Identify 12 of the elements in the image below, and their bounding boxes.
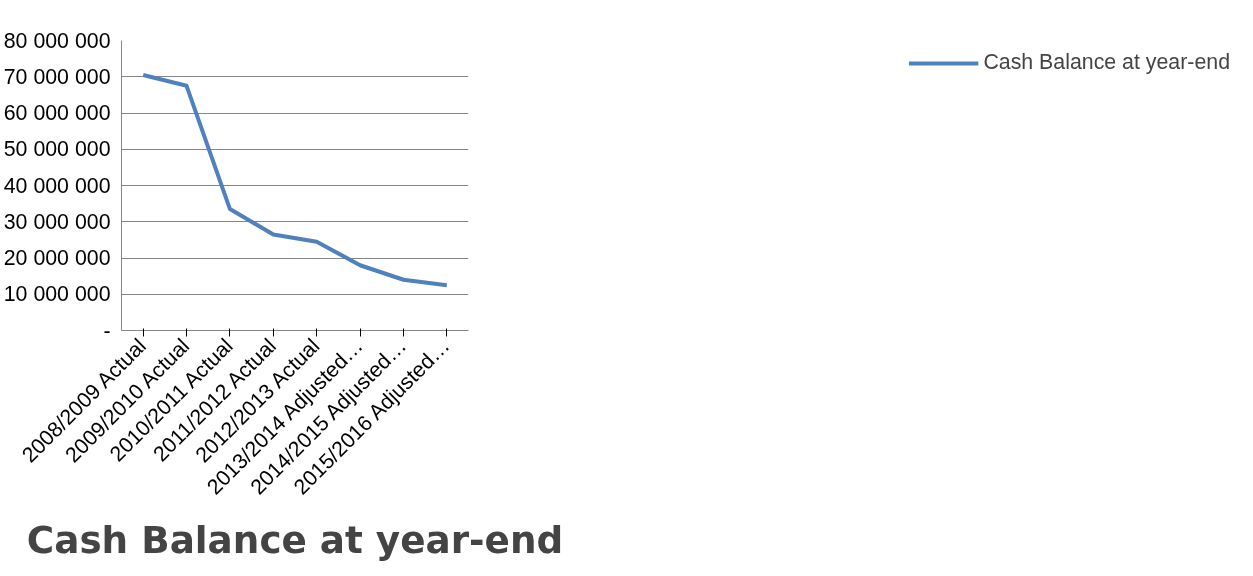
legend-label: Cash Balance at year-end (983, 50, 1230, 75)
y-tick-label: 10 000 000 (3, 282, 111, 307)
y-tick-label: 20 000 000 (3, 246, 111, 270)
y-tick-label: 70 000 000 (3, 64, 111, 89)
y-tick-label: - (103, 318, 111, 343)
y-tick-label: 30 000 000 (3, 209, 111, 234)
y-tick-label: 60 000 000 (3, 101, 111, 125)
line-series (141, 72, 449, 288)
text: Cash Balance at year-end (26, 517, 564, 562)
y-tick-label: 40 000 000 (3, 173, 111, 198)
y-tick-label: 50 000 000 (3, 137, 111, 162)
y-tick-label: 80 000 000 (3, 28, 111, 53)
